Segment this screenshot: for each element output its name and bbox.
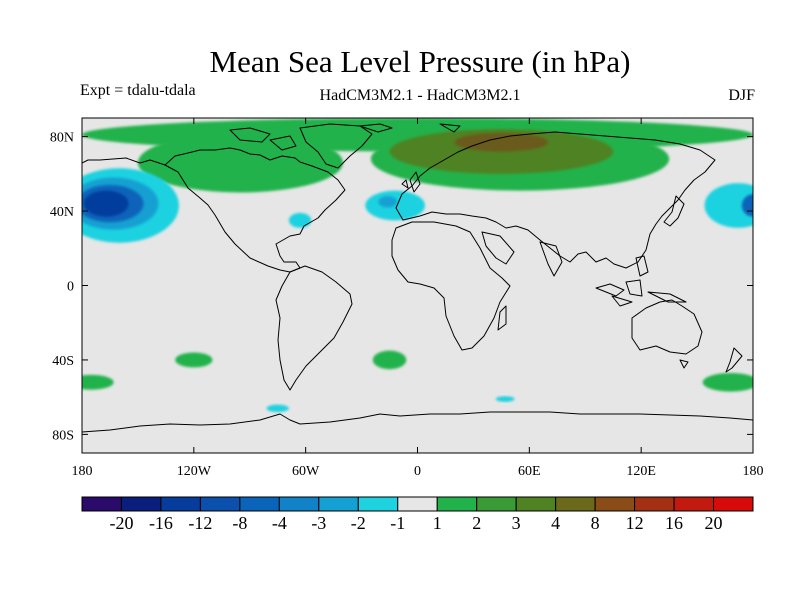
colorbar-swatch bbox=[594, 496, 636, 512]
colorbar-label: 1 bbox=[433, 513, 442, 533]
anomaly-atlantic-low bbox=[365, 190, 425, 221]
y-tick-label: 0 bbox=[67, 280, 74, 295]
anomaly-west-pacific-low bbox=[704, 183, 753, 228]
anomaly-south-pacific-high bbox=[175, 352, 213, 368]
season-label: DJF bbox=[728, 87, 755, 104]
colorbar-label: 4 bbox=[551, 513, 560, 533]
x-tick-label: 60E bbox=[518, 464, 541, 479]
coastline-north-america bbox=[82, 147, 346, 273]
y-tick-label: 80N bbox=[50, 131, 74, 146]
colorbar-label: 12 bbox=[626, 513, 644, 533]
x-tick-label: 120W bbox=[177, 464, 212, 479]
coastline-madagascar bbox=[497, 305, 507, 331]
colorbar-swatch bbox=[199, 496, 241, 512]
colorbar-label: -20 bbox=[109, 513, 133, 533]
colorbar-swatch bbox=[713, 496, 754, 512]
coastline-japan bbox=[663, 195, 685, 227]
coastline-south-america bbox=[275, 265, 353, 391]
x-tick-label: 180 bbox=[72, 464, 93, 479]
y-tick-label: 40N bbox=[50, 205, 74, 220]
x-tick-label: 0 bbox=[414, 464, 421, 479]
y-tick-label: 80S bbox=[52, 428, 74, 443]
y-tick-label: 40S bbox=[52, 354, 74, 369]
colorbar-label: 8 bbox=[591, 513, 600, 533]
colorbar-swatch bbox=[160, 496, 201, 512]
pressure-anomaly-layer bbox=[82, 118, 753, 413]
x-tick-label: 180 bbox=[743, 464, 764, 479]
colorbar-swatch bbox=[673, 496, 715, 512]
colorbar-swatch bbox=[397, 496, 438, 512]
anomaly-south-east-pacific-high bbox=[82, 374, 114, 390]
anomaly-southern-ocean-low bbox=[495, 396, 515, 402]
coastline-africa bbox=[391, 221, 511, 351]
colorbar-swatch bbox=[436, 496, 478, 512]
colorbar-swatch bbox=[239, 496, 280, 512]
anomaly-south-atlantic-high bbox=[372, 350, 407, 370]
colorbar-label: 20 bbox=[705, 513, 723, 533]
coastline-new-zealand bbox=[725, 347, 743, 373]
colorbar-swatch bbox=[278, 496, 320, 512]
colorbar-swatch bbox=[634, 496, 675, 512]
colorbar-label: -1 bbox=[390, 513, 405, 533]
coastline-greenland bbox=[299, 123, 373, 169]
x-tick-label: 60W bbox=[292, 464, 320, 479]
models-label: HadCM3M2.1 - HadCM3M2.1 bbox=[319, 87, 521, 104]
colorbar-swatch bbox=[120, 496, 162, 512]
axis-ticks: 180 120W 60W 0 60E 120E 180 80N 40N 0 40S 80S bbox=[50, 118, 764, 479]
anomaly-atlantic-low-core bbox=[378, 196, 397, 208]
anomaly-mid-atlantic-low bbox=[288, 212, 312, 228]
coastlines bbox=[82, 123, 753, 433]
colorbar: -20 -16 -12 -8 -4 -3 -2 -1 1 2 3 4 8 12 16 20 bbox=[81, 496, 754, 533]
colorbar-label: -12 bbox=[188, 513, 212, 533]
coastline-eurasia bbox=[395, 131, 716, 269]
colorbar-label: 3 bbox=[512, 513, 521, 533]
anomaly-drake-passage-low bbox=[266, 404, 289, 413]
anomaly-eurasia-high-core bbox=[389, 129, 614, 174]
coastline-antarctica bbox=[82, 411, 753, 433]
colorbar-label: -16 bbox=[149, 513, 173, 533]
colorbar-label: -3 bbox=[311, 513, 326, 533]
colorbar-label: -2 bbox=[351, 513, 366, 533]
anomaly-north-america-high bbox=[137, 132, 343, 193]
colorbar-swatch bbox=[476, 496, 517, 512]
colorbar-label: 16 bbox=[665, 513, 683, 533]
colorbar-swatch bbox=[515, 496, 557, 512]
colorbar-swatch bbox=[555, 496, 596, 512]
coastline-arctic-islands bbox=[229, 123, 461, 151]
map-title: Mean Sea Level Pressure (in hPa) bbox=[209, 44, 631, 79]
coastline-arabia-india bbox=[481, 231, 563, 277]
x-tick-label: 120E bbox=[626, 464, 656, 479]
colorbar-label: 2 bbox=[472, 513, 481, 533]
anomaly-south-west-pacific-high bbox=[702, 372, 753, 392]
coastline-maritime-asia bbox=[595, 255, 687, 307]
experiment-label: Expt = tdalu-tdala bbox=[80, 82, 196, 99]
colorbar-swatch bbox=[357, 496, 399, 512]
coastline-british-isles bbox=[401, 171, 421, 193]
colorbar-swatch bbox=[81, 496, 122, 512]
coastline-australia bbox=[631, 299, 703, 369]
colorbar-swatch bbox=[318, 496, 359, 512]
colorbar-label: -4 bbox=[272, 513, 287, 533]
anomaly-pacific-low-core bbox=[83, 190, 129, 217]
colorbar-label: -8 bbox=[232, 513, 247, 533]
anomaly-siberia-high-core bbox=[454, 132, 548, 152]
